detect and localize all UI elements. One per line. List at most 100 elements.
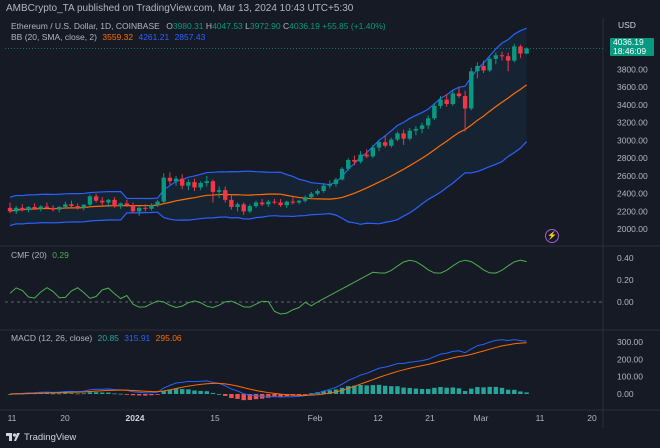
chart-background (0, 18, 660, 428)
candle-body (456, 93, 462, 97)
candle-body (352, 159, 357, 162)
macd-histogram-bar (223, 394, 228, 396)
macd-label: MACD (12, 26, close) (11, 333, 93, 343)
macd-histogram-bar (210, 392, 216, 394)
candle-body (241, 204, 246, 212)
macd-histogram-bar (444, 387, 449, 394)
macd-histogram-bar (376, 384, 382, 394)
tradingview-logo-icon (6, 433, 20, 442)
candle-body (136, 207, 142, 212)
candle-body (198, 183, 203, 188)
macd-histogram-bar (352, 385, 357, 394)
bb-basis-line (9, 84, 527, 212)
candle-body (438, 99, 443, 106)
macd-signal-value: 295.06 (155, 333, 182, 343)
macd-histogram-bar (57, 393, 62, 395)
macd-line (9, 339, 527, 398)
macd-histogram-bar (241, 394, 246, 401)
macd-histogram-bar (229, 394, 234, 399)
time-axis-label: 11 (536, 413, 545, 423)
candle-body (143, 207, 148, 209)
macd-histogram-bar (173, 388, 179, 394)
macd-line-value: 315.91 (124, 333, 151, 343)
cmf-axis-label: 0.40 (617, 253, 634, 263)
publisher-bar: AMBCrypto_TA published on TradingView.co… (0, 0, 660, 18)
cmf-label: CMF (20) (11, 250, 47, 260)
time-axis-label: 2024 (126, 413, 145, 423)
time-axis-label: 20 (587, 413, 597, 423)
bb-fill (10, 28, 527, 226)
time-axis-label: Mar (474, 413, 489, 423)
candle-body (499, 55, 505, 57)
ohlc-change: +55.85 (+1.40%) (322, 21, 386, 31)
macd-histogram-bar (518, 391, 523, 394)
currency-label[interactable]: USD (618, 20, 636, 30)
price-chart[interactable]: 3800.00 3600.00 3400.00 3200.00 3000.00 2800.… (0, 18, 660, 428)
lightning-icon[interactable]: ⚡ (545, 229, 559, 243)
ohlc-high: 4047.53 (212, 21, 243, 31)
candle-body (93, 196, 99, 201)
macd-histogram-bar (130, 394, 136, 396)
macd-histogram-bar (112, 393, 117, 395)
candle-body (20, 207, 25, 211)
macd-histogram-bar (161, 391, 166, 394)
candle-body (524, 48, 529, 54)
candle-body (124, 203, 130, 206)
last-price: 4036.19 (613, 37, 644, 47)
macd-histogram-bar (124, 394, 130, 395)
price-axis-label: 3600.00 (617, 82, 648, 92)
macd-histogram-bar (198, 390, 203, 394)
footer-brand: TradingView (24, 432, 77, 443)
candle-body (118, 203, 123, 207)
macd-histogram-bar (456, 388, 462, 394)
candle-body (370, 147, 376, 157)
macd-axis-label: 0.00 (617, 389, 634, 399)
price-axis-label: 2600.00 (617, 171, 648, 181)
candle-body (266, 201, 271, 205)
candle-body (505, 56, 511, 61)
candle-body (327, 183, 332, 186)
price-axis-label: 3400.00 (617, 100, 648, 110)
macd-histogram-bar (524, 392, 529, 394)
price-axis-label: 3800.00 (617, 64, 648, 74)
macd-histogram-bar (303, 394, 308, 395)
macd-histogram-bar (493, 386, 499, 394)
cmf-legend: CMF (20) 0.29 (11, 250, 69, 260)
candle-body (493, 55, 499, 59)
candle-body (63, 204, 68, 207)
candle-body (167, 177, 173, 182)
price-axis-label: 2400.00 (617, 189, 648, 199)
candle-body (155, 201, 160, 206)
candle-body (32, 206, 37, 209)
cmf-axis-label: 0.00 (617, 297, 634, 307)
macd-histogram-bar (204, 391, 209, 394)
candle-body (426, 118, 431, 126)
macd-histogram-bar (321, 391, 326, 394)
macd-histogram-bar (143, 394, 148, 396)
candle-body (401, 133, 406, 139)
candle-body (481, 65, 486, 71)
macd-histogram-bar (75, 393, 80, 395)
time-axis-label: 20 (60, 413, 70, 423)
macd-histogram-bar (106, 392, 111, 394)
candle-body (87, 196, 93, 205)
candle-body (44, 206, 50, 208)
macd-histogram-bar (395, 386, 400, 394)
candle-body (26, 206, 31, 211)
candle-body (204, 181, 209, 184)
candle-body (7, 207, 13, 212)
candle-body (389, 139, 394, 146)
cmf-line (9, 259, 527, 315)
macd-histogram-bar (505, 389, 511, 394)
candle-body (315, 190, 320, 194)
candle-body (450, 93, 455, 105)
ohlc-close: 4036.19 (289, 21, 320, 31)
macd-histogram-bar (296, 394, 302, 396)
candle-body (192, 182, 197, 188)
ohlc-open: 3980.31 (172, 21, 204, 31)
macd-histogram-bar (167, 389, 173, 394)
macd-histogram-bar (50, 393, 56, 395)
macd-histogram-bar (358, 385, 363, 394)
price-axis-label: 2800.00 (617, 153, 648, 163)
candle-body (462, 96, 468, 109)
